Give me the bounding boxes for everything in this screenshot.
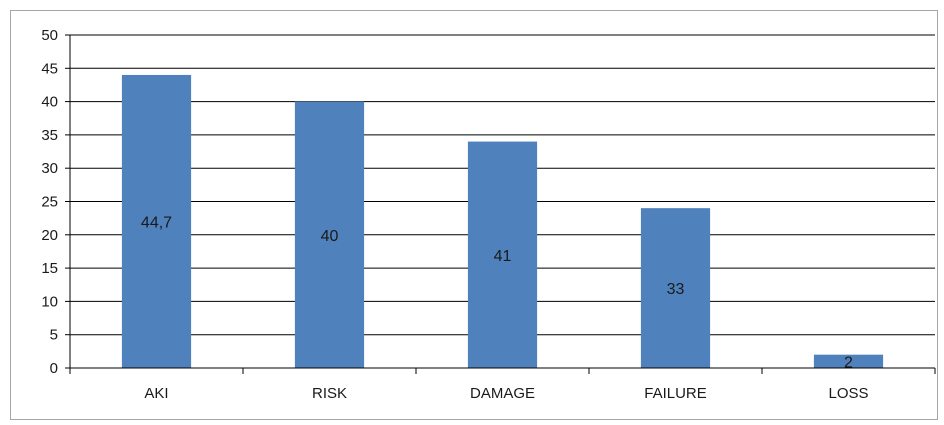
data-labels: 44,7 40 41 33 2: [141, 214, 853, 371]
data-label-loss: 2: [844, 354, 853, 371]
x-tick-labels: AKI RISK DAMAGE FAILURE LOSS: [144, 385, 868, 402]
x-tick-label-risk: RISK: [312, 385, 347, 402]
x-tick-label-failure: FAILURE: [644, 385, 707, 402]
bar-risk: [294, 101, 365, 368]
y-tick-label-40: 40: [41, 94, 58, 111]
y-tick-label-5: 5: [50, 327, 58, 344]
x-tick-label-damage: DAMAGE: [470, 385, 535, 402]
bar-aki: [121, 74, 192, 369]
bar-failure: [640, 208, 711, 368]
y-tick-label-0: 0: [50, 360, 58, 377]
y-tick-label-10: 10: [41, 293, 58, 310]
gridlines: [70, 34, 935, 336]
axes: [65, 34, 936, 374]
data-label-aki: 44,7: [141, 214, 172, 231]
bar-loss: [813, 354, 884, 368]
y-tick-label-15: 15: [41, 260, 58, 277]
x-tick-label-loss: LOSS: [828, 385, 868, 402]
data-label-damage: 41: [494, 248, 512, 265]
y-tick-label-45: 45: [41, 60, 58, 77]
bars: [121, 74, 884, 369]
data-label-risk: 40: [321, 228, 339, 245]
y-tick-label-20: 20: [41, 227, 58, 244]
y-tick-labels: 0 5 10 15 20 25 30 35 40 45 50: [41, 27, 58, 377]
y-tick-label-35: 35: [41, 127, 58, 144]
x-tick-label-aki: AKI: [144, 385, 168, 402]
bar-damage: [467, 141, 538, 368]
y-tick-label-30: 30: [41, 160, 58, 177]
y-tick-label-50: 50: [41, 27, 58, 44]
data-label-failure: 33: [667, 281, 685, 298]
y-tick-label-25: 25: [41, 194, 58, 211]
